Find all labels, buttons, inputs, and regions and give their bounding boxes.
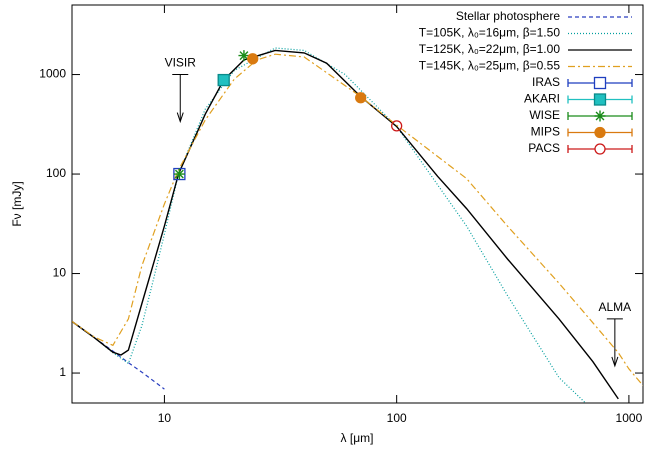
legend-label: AKARI xyxy=(524,92,560,106)
legend-label: PACS xyxy=(528,141,560,155)
legend-label: IRAS xyxy=(532,75,560,89)
plot-frame xyxy=(71,4,644,404)
data-point xyxy=(247,53,259,65)
curve xyxy=(72,47,586,403)
legend-marker xyxy=(594,143,606,155)
y-tick-label: 10 xyxy=(53,266,67,280)
legend-label: T=125K, λ₀=22μm, β=1.00 xyxy=(419,42,561,56)
plot-area xyxy=(72,47,643,403)
legend-label: T=145K, λ₀=25μm, β=0.55 xyxy=(419,59,561,73)
data-point xyxy=(238,50,250,62)
legend-marker xyxy=(593,93,607,106)
x-axis-label: λ [μm] xyxy=(341,431,374,445)
upper-limit-arrowhead xyxy=(176,112,184,124)
data-point xyxy=(391,120,403,132)
y-axis-label: Fν [mJy] xyxy=(10,181,24,226)
upper-limit-label: ALMA xyxy=(599,300,632,314)
curve xyxy=(72,53,643,386)
y-tick-label: 1000 xyxy=(39,67,66,81)
legend-marker xyxy=(594,110,606,122)
x-tick-label: 100 xyxy=(387,411,407,425)
x-tick-label: 10 xyxy=(158,411,172,425)
y-tick-label: 100 xyxy=(46,166,66,180)
legend-label: MIPS xyxy=(531,125,560,139)
legend-marker xyxy=(594,126,606,139)
legend-label: WISE xyxy=(529,108,560,122)
legend-marker xyxy=(593,76,607,90)
x-tick-label: 1000 xyxy=(616,411,643,425)
data-point xyxy=(217,73,230,87)
upper-limit-label: VISIR xyxy=(165,56,197,70)
legend-label: T=105K, λ₀=16μm, β=1.50 xyxy=(419,26,561,40)
curve xyxy=(72,321,165,390)
curve xyxy=(72,49,619,400)
upper-limit-arrowhead xyxy=(611,356,619,368)
data-point xyxy=(355,92,367,104)
data-point xyxy=(173,168,185,180)
legend-label: Stellar photosphere xyxy=(456,9,560,23)
y-tick-label: 1 xyxy=(59,365,66,379)
